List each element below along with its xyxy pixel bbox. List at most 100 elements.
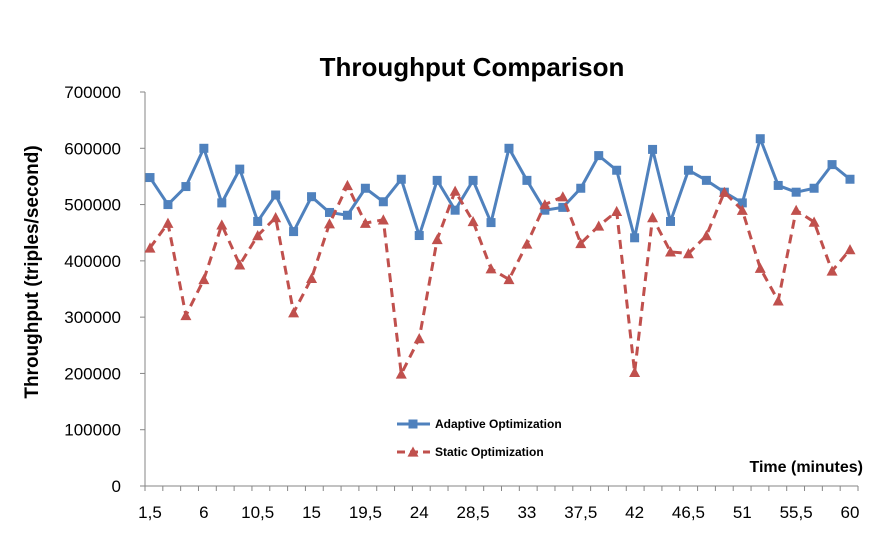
data-point [468, 175, 478, 185]
series-0 [145, 134, 855, 243]
data-point [522, 175, 532, 185]
data-point [360, 183, 370, 193]
data-point [253, 216, 263, 226]
x-tick-label: 19,5 [349, 503, 382, 522]
x-tick-label: 15 [302, 503, 321, 522]
data-point [216, 219, 228, 230]
data-point [790, 204, 802, 215]
data-point [629, 366, 641, 377]
data-point [449, 185, 461, 196]
data-point [539, 199, 551, 210]
data-point [844, 244, 856, 255]
x-ticks: 1,5 6 10,5 15 19,5 24 28,5 33 37,5 42 46,5 51 55,5 60 [138, 486, 859, 522]
x-tick-label: 6 [199, 503, 208, 522]
y-tick-label: 300000 [64, 308, 121, 327]
data-point [736, 204, 748, 215]
data-point [485, 263, 497, 274]
data-point [700, 230, 712, 241]
data-point [612, 165, 622, 175]
data-point [450, 205, 460, 215]
data-point [432, 175, 442, 185]
data-point [162, 217, 174, 228]
data-point [593, 220, 605, 231]
data-point [594, 151, 604, 161]
y-tick-label: 400000 [64, 252, 121, 271]
legend: Adaptive Optimization Static Optimization [397, 417, 562, 459]
data-point [521, 238, 533, 249]
data-point [431, 233, 443, 245]
y-axis-label: Throughput (triples/second) [22, 145, 43, 398]
x-tick-label: 46,5 [672, 503, 705, 522]
data-point [323, 218, 335, 229]
data-point [737, 198, 747, 208]
data-point [359, 217, 371, 228]
data-point [271, 190, 281, 200]
legend-label: Static Optimization [435, 445, 544, 459]
data-point [181, 182, 191, 192]
y-tick-label: 0 [112, 477, 121, 496]
data-point [144, 242, 156, 253]
data-point [235, 164, 245, 174]
legend-item: Adaptive Optimization [397, 417, 562, 431]
data-point [827, 160, 837, 170]
data-point [288, 307, 300, 318]
data-point [845, 174, 855, 184]
data-point [234, 259, 246, 270]
data-point [665, 246, 677, 257]
x-tick-label: 28,5 [457, 503, 490, 522]
x-tick-label: 51 [733, 503, 752, 522]
data-point [270, 212, 282, 223]
data-point [467, 215, 479, 227]
data-point [826, 265, 838, 276]
data-point [198, 273, 210, 285]
x-tick-label: 42 [625, 503, 644, 522]
data-point [557, 191, 569, 202]
y-tick-label: 600000 [64, 139, 121, 158]
data-point [504, 143, 514, 153]
legend-item: Static Optimization [397, 445, 544, 459]
data-point [486, 218, 496, 228]
data-point [199, 143, 209, 153]
data-point [377, 214, 389, 225]
y-ticks: 0 100000 200000 300000 400000 500000 600000 700… [64, 83, 145, 496]
data-point [414, 231, 424, 241]
data-point [163, 200, 173, 210]
data-point [575, 237, 587, 249]
data-point [558, 202, 568, 212]
legend-marker [408, 419, 418, 429]
x-axis-label: Time (minutes) [750, 459, 864, 476]
data-point [809, 183, 819, 193]
data-point [145, 173, 155, 183]
data-point [791, 187, 801, 197]
data-point [307, 192, 317, 202]
data-point [630, 233, 640, 243]
data-point [306, 272, 318, 283]
data-point [289, 227, 299, 237]
data-point [755, 134, 765, 144]
data-point [773, 180, 783, 190]
data-point [217, 198, 227, 208]
data-point [413, 333, 425, 344]
data-point [378, 197, 388, 207]
data-point [682, 248, 694, 259]
data-point [180, 309, 192, 321]
data-point [324, 207, 334, 217]
y-tick-label: 100000 [64, 421, 121, 440]
data-point [341, 179, 353, 191]
data-point [808, 216, 820, 227]
x-tick-label: 37,5 [564, 503, 597, 522]
x-tick-label: 55,5 [780, 503, 813, 522]
legend-label: Adaptive Optimization [435, 417, 562, 431]
data-point [503, 273, 515, 285]
x-tick-label: 1,5 [138, 503, 162, 522]
data-point [252, 230, 264, 241]
data-point [718, 186, 730, 197]
data-point [648, 144, 658, 154]
legend-marker [407, 446, 419, 457]
data-point [395, 368, 407, 379]
data-point [683, 165, 693, 175]
series-layer [144, 134, 856, 379]
series-1 [144, 179, 856, 379]
